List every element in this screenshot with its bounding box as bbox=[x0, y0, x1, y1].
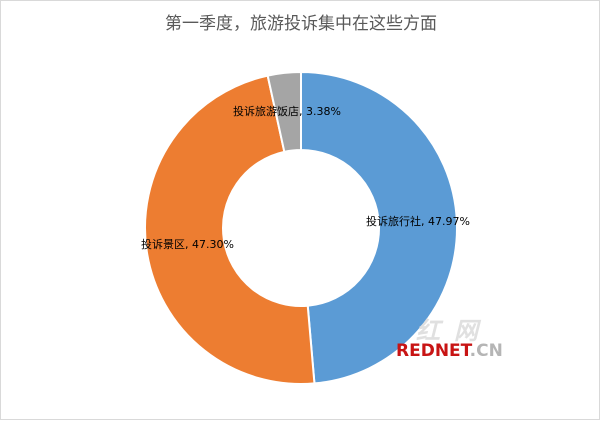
data-labels: 投诉旅行社, 47.97% 投诉景区, 47.30% 投诉旅游饭店, 3.38% bbox=[141, 104, 470, 251]
donut-slices bbox=[144, 70, 458, 385]
donut-slice-3 bbox=[266, 70, 302, 153]
rednet-watermark-logo: 红网 REDNET.CN bbox=[396, 311, 546, 371]
donut-slice-1 bbox=[300, 70, 458, 385]
data-label-2: 投诉景区, 47.30% bbox=[141, 237, 234, 251]
data-label-1: 投诉旅行社, 47.97% bbox=[366, 214, 470, 228]
watermark-en-red: REDNET bbox=[396, 341, 470, 361]
watermark-en-grey: .CN bbox=[469, 341, 503, 361]
data-label-3: 投诉旅游饭店, 3.38% bbox=[233, 104, 341, 118]
donut-slice-2 bbox=[144, 74, 316, 385]
watermark-cn: 红网 bbox=[416, 316, 492, 345]
chart-title: 第一季度，旅游投诉集中在这些方面 bbox=[165, 14, 437, 34]
watermark-en: REDNET.CN bbox=[396, 341, 503, 361]
